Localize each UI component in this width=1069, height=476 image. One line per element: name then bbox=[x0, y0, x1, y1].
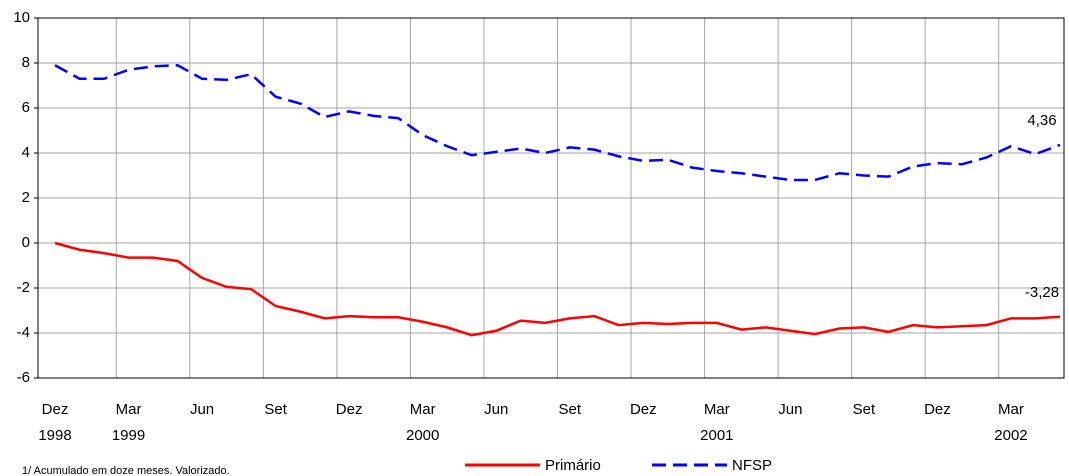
x-tick-label: Mar bbox=[704, 401, 730, 418]
series-line bbox=[54, 241, 1061, 337]
x-tick-year: 2002 bbox=[994, 427, 1027, 444]
x-tick-label: Set bbox=[264, 401, 287, 418]
x-tick-year: 2000 bbox=[406, 427, 439, 444]
y-tick-label: -2 bbox=[17, 279, 30, 296]
legend-label: NFSP bbox=[732, 457, 772, 474]
x-tick-year: 1998 bbox=[38, 427, 71, 444]
footnote: 1/ Acumulado em doze meses. Valorizado. bbox=[22, 465, 230, 476]
y-tick-label: -6 bbox=[17, 369, 30, 386]
x-tick-label: Dez bbox=[630, 401, 657, 418]
y-tick-label: 6 bbox=[22, 99, 30, 116]
series-line bbox=[54, 63, 1061, 182]
y-tick-label: 2 bbox=[22, 189, 30, 206]
plot-border bbox=[37, 17, 1065, 379]
x-tick-label: Mar bbox=[410, 401, 436, 418]
x-tick-year: 1999 bbox=[112, 427, 145, 444]
data-label: -3,28 bbox=[1025, 284, 1059, 301]
x-tick-label: Jun bbox=[484, 401, 508, 418]
x-tick-label: Jun bbox=[778, 401, 802, 418]
y-tick-label: -4 bbox=[17, 324, 30, 341]
x-tick-label: Dez bbox=[42, 401, 69, 418]
x-tick-label: Set bbox=[853, 401, 876, 418]
x-tick-year: 2001 bbox=[700, 427, 733, 444]
data-label: 4,36 bbox=[1027, 112, 1056, 129]
x-tick-label: Mar bbox=[116, 401, 142, 418]
y-tick-label: 0 bbox=[22, 234, 30, 251]
x-tick-label: Set bbox=[558, 401, 581, 418]
y-tick-label: 10 bbox=[13, 9, 30, 26]
x-tick-label: Jun bbox=[190, 401, 214, 418]
x-tick-label: Dez bbox=[336, 401, 363, 418]
y-tick-label: 4 bbox=[22, 144, 30, 161]
legend-label: Primário bbox=[545, 457, 601, 474]
x-tick-label: Dez bbox=[924, 401, 951, 418]
x-tick-label: Mar bbox=[998, 401, 1024, 418]
y-tick-label: 8 bbox=[22, 54, 30, 71]
